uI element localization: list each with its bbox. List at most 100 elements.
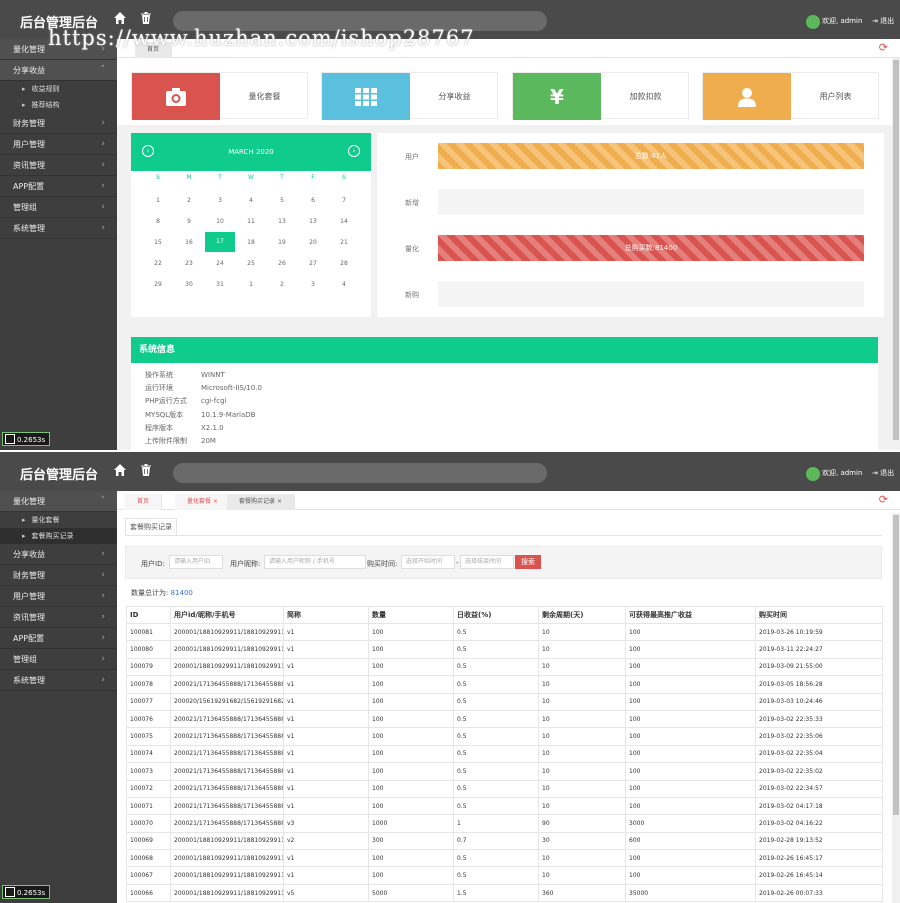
table-row[interactable]: 100077 200020/15619291682/15619291682 v1 10…: [126, 692, 883, 711]
home-icon[interactable]: [113, 11, 127, 25]
sidebar-item[interactable]: 量化管理 ›: [0, 39, 117, 60]
sidebar-item[interactable]: APP配置 ›: [0, 176, 117, 197]
sidebar-item[interactable]: 资讯管理 ›: [0, 155, 117, 176]
calendar-day[interactable]: 3: [311, 281, 315, 288]
table-header-cell[interactable]: ID: [126, 606, 171, 624]
calendar-day[interactable]: 22: [154, 260, 162, 267]
calendar-day[interactable]: 18: [247, 239, 255, 246]
table-row[interactable]: 100069 200001/18810929911/18810929911 v2 30…: [126, 831, 883, 851]
avatar[interactable]: [806, 15, 820, 29]
calendar-day[interactable]: 6: [311, 197, 315, 204]
table-header-cell[interactable]: 购买时间: [755, 606, 883, 624]
debug-timer[interactable]: 0.2653s: [2, 432, 51, 446]
calendar-day[interactable]: 11: [247, 218, 255, 225]
calendar-prev-icon[interactable]: ‹: [142, 145, 154, 157]
tab-purchase-records[interactable]: 套餐购买记录 ×: [227, 494, 295, 510]
calendar-day[interactable]: 5: [280, 197, 284, 204]
calendar-day[interactable]: 25: [247, 260, 255, 267]
calendar-day[interactable]: 29: [154, 281, 162, 288]
tile-share-income[interactable]: 分享收益: [321, 72, 498, 120]
calendar-day[interactable]: 31: [216, 281, 224, 288]
table-header-cell[interactable]: 日收益(%): [453, 606, 539, 624]
debug-timer[interactable]: 0.2653s: [2, 885, 51, 899]
calendar-day[interactable]: 4: [342, 281, 346, 288]
tab-quant-package[interactable]: 量化套餐 ×: [175, 494, 231, 510]
sidebar-item[interactable]: 分享收益 ˄: [0, 60, 117, 81]
table-row[interactable]: 100072 200021/17136455888/17136455888 v1 10…: [126, 779, 883, 798]
calendar-day[interactable]: 1: [156, 197, 160, 204]
top-search-bar[interactable]: [173, 11, 547, 31]
table-row[interactable]: 100070 200021/17136455888/17136455888 v3 10…: [126, 814, 883, 833]
sidebar-item[interactable]: 用户管理 ›: [0, 586, 117, 607]
calendar-day[interactable]: 28: [340, 260, 348, 267]
avatar[interactable]: [806, 467, 820, 481]
calendar-day[interactable]: 24: [216, 260, 224, 267]
table-row[interactable]: 100068 200001/18810929911/18810929911 v1 10…: [126, 849, 883, 868]
logout-button[interactable]: ⇥ 退出: [872, 16, 894, 26]
table-row[interactable]: 100066 200001/18810929911/18810929911 v5 50…: [126, 883, 883, 903]
sidebar-item[interactable]: 资讯管理 ›: [0, 607, 117, 628]
calendar-day[interactable]: 14: [340, 218, 348, 225]
table-row[interactable]: 100067 200001/18810929911/18810929911 v1 10…: [126, 866, 883, 885]
sidebar-item[interactable]: 用户管理 ›: [0, 134, 117, 155]
trash-icon[interactable]: [139, 11, 153, 25]
calendar-day[interactable]: 9: [187, 218, 191, 225]
calendar-day[interactable]: 27: [309, 260, 317, 267]
sidebar-item[interactable]: 管理组 ›: [0, 649, 117, 670]
calendar-day[interactable]: 8: [156, 218, 160, 225]
scrollbar[interactable]: [892, 58, 900, 450]
calendar-day[interactable]: 2: [280, 281, 284, 288]
end-time-input[interactable]: 选择结束时间: [460, 555, 514, 569]
home-icon[interactable]: [113, 463, 127, 477]
trash-icon[interactable]: [139, 463, 153, 477]
table-row[interactable]: 100078 200021/17136455888/17136455888 v1 10…: [126, 675, 883, 694]
sidebar-subitem[interactable]: ▸ 推荐结构: [0, 97, 117, 113]
calendar-day[interactable]: 4: [249, 197, 253, 204]
nick-input[interactable]: 请输入用户昵称 / 手机号: [264, 555, 366, 569]
uid-input[interactable]: 请输入用户ID: [169, 555, 223, 569]
table-header-cell[interactable]: 用户id/昵称/手机号: [170, 606, 284, 624]
sidebar-item[interactable]: 系统管理 ›: [0, 670, 117, 691]
calendar-day[interactable]: 23: [185, 260, 193, 267]
calendar-day-today[interactable]: 17: [205, 232, 235, 252]
start-time-input[interactable]: 选择开始时间: [401, 555, 455, 569]
sidebar-item[interactable]: 管理组 ›: [0, 197, 117, 218]
table-row[interactable]: 100071 200021/17136455888/17136455888 v1 10…: [126, 796, 883, 816]
calendar-day[interactable]: 16: [185, 239, 193, 246]
tile-quant-package[interactable]: 量化套餐: [131, 72, 308, 120]
sidebar-item[interactable]: 财务管理 ›: [0, 565, 117, 586]
calendar-day[interactable]: 13: [309, 218, 317, 225]
table-row[interactable]: 100076 200021/17136455888/17136455888 v1 10…: [126, 709, 883, 729]
tab-home[interactable]: 首页: [125, 494, 163, 510]
top-search-bar[interactable]: [173, 463, 547, 483]
sidebar-item[interactable]: 系统管理 ›: [0, 218, 117, 239]
table-header-cell[interactable]: 简称: [283, 606, 369, 624]
tile-user-list[interactable]: 用户列表: [702, 72, 879, 120]
sidebar-item[interactable]: APP配置 ›: [0, 628, 117, 649]
calendar-day[interactable]: 7: [342, 197, 346, 204]
table-header-cell[interactable]: 剩余周期(天): [538, 606, 626, 624]
table-row[interactable]: 100074 200021/17136455888/17136455888 v1 10…: [126, 744, 883, 764]
sidebar-subitem[interactable]: ▸ 量化套餐: [0, 512, 117, 528]
calendar-day[interactable]: 19: [278, 239, 286, 246]
calendar-day[interactable]: 1: [249, 281, 253, 288]
calendar-day[interactable]: 15: [154, 239, 162, 246]
sidebar-item[interactable]: 分享收益 ›: [0, 544, 117, 565]
calendar-day[interactable]: 21: [340, 239, 348, 246]
sidebar-subitem[interactable]: ▸ 收益规则: [0, 81, 117, 97]
tile-add-deduct[interactable]: ¥ 加款扣款: [512, 72, 689, 120]
calendar-day[interactable]: 2: [187, 197, 191, 204]
table-header-cell[interactable]: 可获得最高推广收益: [625, 606, 756, 624]
table-row[interactable]: 100081 200001/18810929911/18810929911 v1 10…: [126, 622, 883, 642]
refresh-icon[interactable]: ⟳: [878, 41, 888, 54]
calendar-day[interactable]: 13: [278, 218, 286, 225]
table-row[interactable]: 100079 200001/18810929911/18810929911 v1 10…: [126, 657, 883, 677]
calendar-day[interactable]: 3: [218, 197, 222, 204]
table-row[interactable]: 100075 200021/17136455888/17136455888 v1 10…: [126, 727, 883, 746]
logout-button[interactable]: ⇥ 退出: [872, 468, 894, 478]
sidebar-item[interactable]: 量化管理 ˄: [0, 491, 117, 512]
subtab-purchase-records[interactable]: 套餐购买记录: [125, 518, 177, 535]
calendar-next-icon[interactable]: ›: [348, 145, 360, 157]
refresh-icon[interactable]: ⟳: [878, 493, 888, 506]
sidebar-subitem[interactable]: ▸ 套餐购买记录: [0, 528, 117, 544]
